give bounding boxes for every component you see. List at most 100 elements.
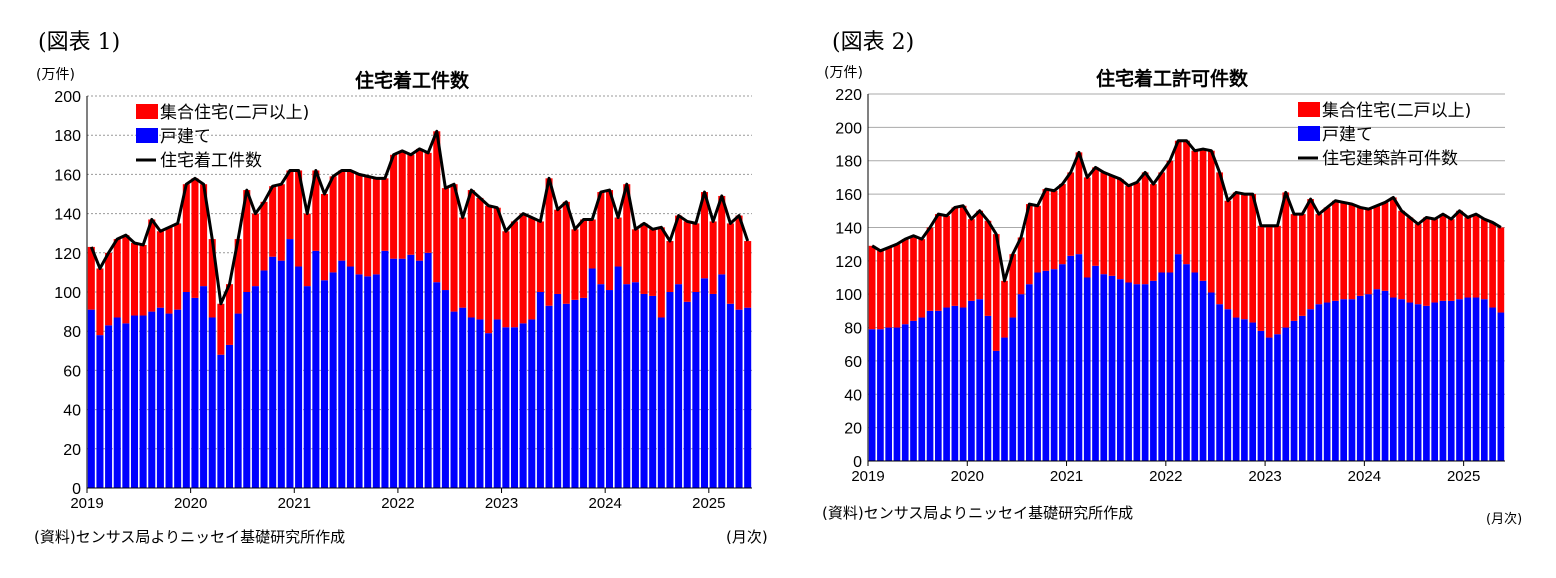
bar-single-family xyxy=(407,254,415,488)
bar-single-family xyxy=(1439,300,1447,461)
bar-single-family xyxy=(959,307,967,461)
bar-multi-family xyxy=(1489,222,1496,308)
bar-single-family xyxy=(476,319,484,488)
y-tick-label: 40 xyxy=(63,403,81,420)
bar-multi-family xyxy=(1083,177,1091,278)
bar-single-family xyxy=(1059,264,1066,461)
bar-single-family xyxy=(1406,302,1414,461)
bar-single-family xyxy=(868,329,876,461)
bar-single-family xyxy=(286,239,294,488)
bar-single-family xyxy=(554,293,562,488)
bar-multi-family xyxy=(709,221,717,294)
bar-multi-family xyxy=(1125,185,1132,283)
bar-multi-family xyxy=(1257,225,1265,331)
bar-single-family xyxy=(1298,315,1306,461)
bar-single-family xyxy=(329,272,337,488)
bar-single-family xyxy=(1365,294,1372,461)
bar-single-family xyxy=(1001,337,1008,461)
bar-single-family xyxy=(139,315,147,488)
bar-single-family xyxy=(1447,300,1455,461)
bar-multi-family xyxy=(1340,202,1348,300)
bar-multi-family xyxy=(1241,194,1248,320)
bar-single-family xyxy=(1356,295,1364,461)
bar-single-family xyxy=(303,286,311,488)
bar-single-family xyxy=(381,250,389,488)
total-line xyxy=(871,139,1502,283)
bar-multi-family xyxy=(1092,167,1099,266)
bar-multi-family xyxy=(1356,207,1364,296)
x-tick-label: 2024 xyxy=(1348,468,1381,485)
bar-multi-family xyxy=(105,252,113,326)
bar-single-family xyxy=(312,250,320,488)
bar-single-family xyxy=(1075,254,1083,461)
bar-single-family xyxy=(1323,302,1331,461)
bar-multi-family xyxy=(476,197,484,320)
bar-single-family xyxy=(346,266,354,488)
y-tick-label: 180 xyxy=(835,154,862,171)
bar-multi-family xyxy=(588,219,596,269)
total-line xyxy=(89,129,750,306)
bar-multi-family xyxy=(901,239,909,325)
bar-single-family xyxy=(415,260,424,488)
bar-multi-family xyxy=(1497,227,1505,313)
bar-multi-family xyxy=(649,229,657,296)
bar-single-family xyxy=(744,307,752,488)
bar-single-family xyxy=(675,284,683,488)
legend-label: 集合住宅(二戸以上) xyxy=(160,103,309,123)
bar-multi-family xyxy=(1480,219,1488,300)
legend-label: 戸建て xyxy=(1322,125,1373,145)
bar-single-family xyxy=(251,286,259,488)
bar-multi-family xyxy=(485,205,493,334)
bar-multi-family xyxy=(502,231,510,328)
bar-single-family xyxy=(485,333,493,488)
bar-multi-family xyxy=(1050,190,1058,270)
x-tick-label: 2022 xyxy=(381,495,414,512)
figure-1-label: (図表 1) xyxy=(38,30,121,55)
bar-multi-family xyxy=(1414,224,1422,305)
bar-single-family xyxy=(156,307,164,488)
bar-multi-family xyxy=(390,154,398,259)
bar-multi-family xyxy=(1183,140,1190,265)
bar-single-family xyxy=(1125,282,1132,461)
y-tick-label: 160 xyxy=(835,187,862,204)
bar-single-family xyxy=(260,270,268,488)
bar-single-family xyxy=(493,319,501,488)
bar-single-family xyxy=(631,282,639,488)
bar-single-family xyxy=(105,325,113,488)
bar-multi-family xyxy=(1332,200,1339,301)
bar-single-family xyxy=(1017,294,1025,461)
y-tick-label: 0 xyxy=(853,454,862,471)
bar-multi-family xyxy=(992,234,1000,351)
x-tick-label: 2025 xyxy=(1447,468,1480,485)
bar-single-family xyxy=(1216,304,1223,461)
chart-2-y-unit: (万件) xyxy=(824,65,863,81)
bar-multi-family xyxy=(1323,207,1331,303)
bar-single-family xyxy=(1042,270,1050,461)
bar-multi-family xyxy=(1207,150,1215,293)
x-tick-label: 2019 xyxy=(851,468,884,485)
bar-single-family xyxy=(1025,284,1033,461)
bar-single-family xyxy=(1249,322,1257,461)
bar-single-family xyxy=(918,317,926,461)
bar-single-family xyxy=(1290,320,1298,461)
bar-multi-family xyxy=(286,170,294,240)
bar-multi-family xyxy=(918,239,926,318)
bar-single-family xyxy=(976,299,984,461)
bar-single-family xyxy=(951,305,959,461)
bar-multi-family xyxy=(277,184,285,261)
bar-multi-family xyxy=(96,268,104,336)
bar-multi-family xyxy=(148,219,156,312)
bar-multi-family xyxy=(1025,204,1033,285)
bar-single-family xyxy=(320,280,329,488)
bar-multi-family xyxy=(1373,205,1381,290)
bar-multi-family xyxy=(415,148,424,261)
bar-single-family xyxy=(182,292,190,488)
bar-single-family xyxy=(614,266,622,488)
bar-multi-family xyxy=(1274,225,1281,335)
bar-single-family xyxy=(992,350,1000,461)
bar-multi-family xyxy=(364,176,372,277)
chart-2-source: (資料)センサス局よりニッセイ基礎研究所作成 xyxy=(822,504,1134,522)
bar-multi-family xyxy=(1298,214,1306,316)
bar-multi-family xyxy=(726,223,734,304)
